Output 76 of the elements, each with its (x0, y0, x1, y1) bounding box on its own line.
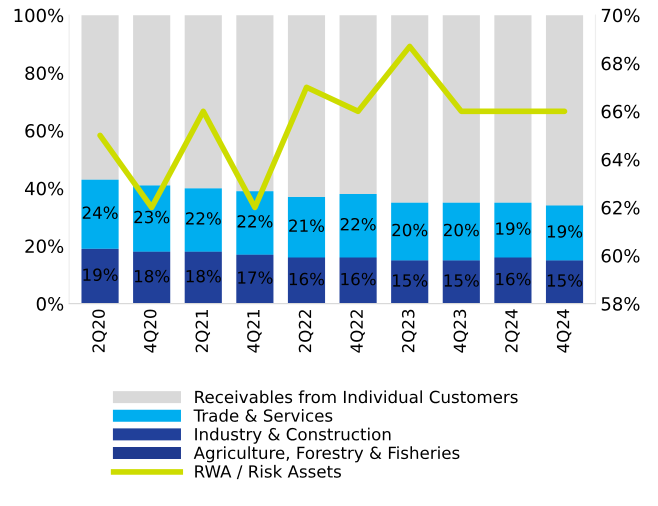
data-label: 22% (238, 215, 272, 228)
bar (494, 202, 532, 258)
data-label: 16% (290, 272, 324, 286)
x-tick-label: 4Q20 (144, 310, 158, 353)
x-tick-label: 4Q22 (350, 310, 365, 353)
bar (184, 188, 222, 252)
bar (184, 252, 222, 304)
bar (81, 15, 119, 180)
y2-tick-label: 66% (602, 104, 640, 118)
data-label: 16% (496, 272, 531, 286)
legend-label: Receivables from Individual Customers (195, 390, 518, 404)
x-tick-label: 2Q21 (196, 310, 210, 352)
y-tick-label: 60% (25, 124, 64, 138)
data-label: 20% (392, 224, 428, 236)
bar (288, 15, 326, 197)
data-label: 15% (548, 274, 582, 287)
bar (391, 15, 428, 203)
bar (546, 206, 584, 260)
bar (442, 260, 480, 304)
x-tick-label: 2Q22 (298, 310, 314, 352)
bar (184, 15, 222, 188)
x-tick-label: 4Q23 (454, 310, 468, 353)
data-label: 21% (289, 219, 324, 232)
x-tick-label: 2Q24 (505, 309, 520, 352)
data-label: 22% (340, 218, 376, 231)
y-tick-label: 40% (24, 182, 64, 196)
y2-tick-label: 62% (602, 200, 640, 215)
data-label: 19% (548, 225, 582, 238)
y2-tick-label: 68% (602, 56, 640, 70)
y2-tick-label: 70% (602, 8, 640, 22)
bar (340, 194, 377, 258)
legend-label: Trade & Services (194, 408, 332, 422)
bar (133, 15, 170, 186)
bar (81, 180, 119, 249)
data-label: 15% (393, 274, 428, 287)
bar (546, 15, 584, 206)
bar (81, 248, 119, 304)
bar (236, 254, 274, 304)
data-label: 17% (238, 271, 272, 284)
y2-tick-label: 60% (602, 248, 640, 263)
y2-tick-label: 64% (602, 152, 640, 167)
x-tick-label: 2Q20 (92, 310, 107, 352)
bar (236, 15, 274, 192)
bar (340, 15, 377, 194)
data-label: 23% (134, 210, 170, 224)
y-tick-label: 80% (25, 66, 64, 80)
data-label: 18% (134, 270, 170, 282)
x-tick-label: 4Q21 (247, 310, 262, 353)
x-tick-label: 2Q23 (402, 310, 416, 352)
data-label: 22% (186, 212, 221, 225)
legend-label: Agriculture, Forestry & Fisheries (194, 446, 460, 462)
data-label: 19% (83, 268, 118, 282)
data-label: 24% (82, 206, 118, 220)
data-label: 18% (186, 270, 221, 282)
data-label: 16% (341, 272, 376, 286)
y-tick-label: 20% (25, 239, 64, 254)
data-label: 19% (496, 222, 531, 235)
bar (442, 202, 480, 260)
bar (442, 15, 480, 203)
bar (391, 202, 428, 260)
data-label: 15% (444, 274, 479, 287)
bar (288, 196, 326, 258)
y2-tick-label: 58% (602, 297, 640, 311)
bar (391, 260, 428, 304)
legend-label: Industry & Construction (195, 428, 390, 444)
bar (494, 257, 532, 304)
y-tick-label: 100% (14, 8, 64, 22)
data-label: 20% (444, 224, 479, 236)
x-tick-label: 4Q24 (556, 309, 572, 353)
bar (288, 257, 326, 304)
bar (546, 260, 584, 304)
y-tick-label: 0% (36, 297, 64, 311)
bar (494, 15, 532, 203)
bar (340, 257, 377, 304)
bar (133, 252, 170, 304)
legend-label: RWA / Risk Assets (195, 464, 341, 480)
